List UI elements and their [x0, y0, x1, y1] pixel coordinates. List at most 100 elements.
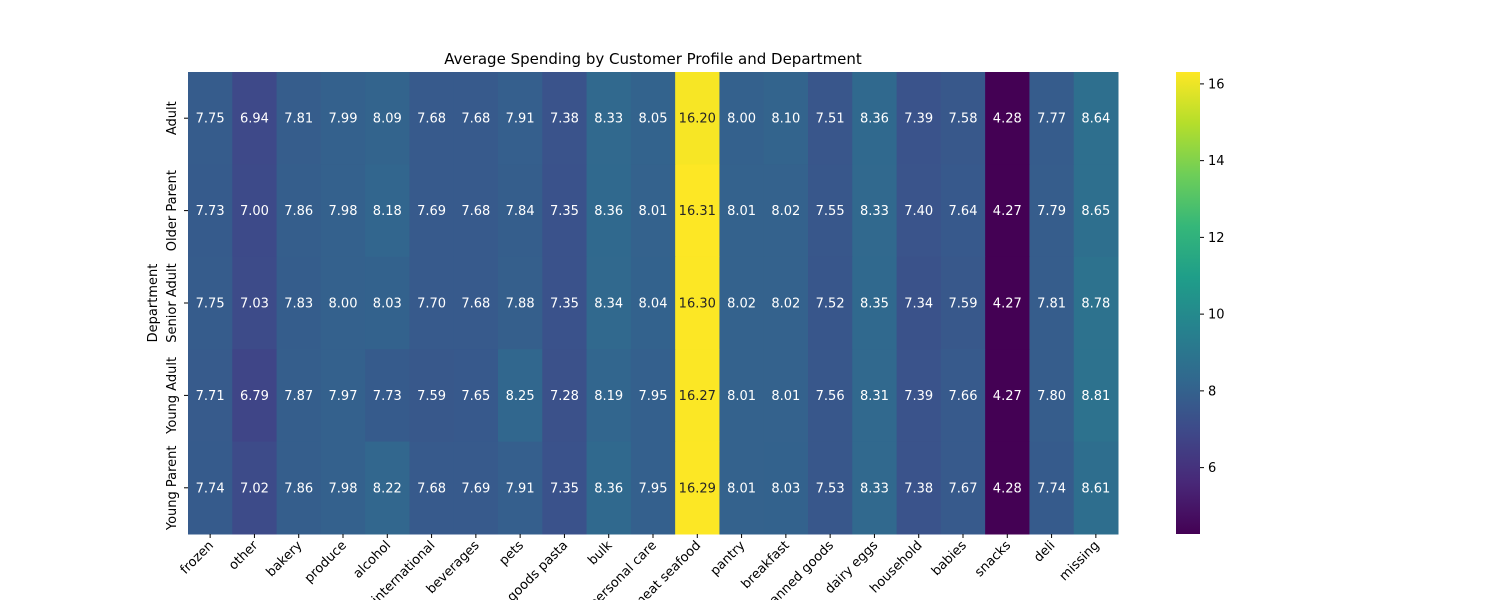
heatmap-cell	[675, 349, 720, 443]
cell-value-label: 7.67	[949, 481, 978, 496]
cell-value-label: 6.79	[240, 389, 269, 404]
heatmap-cell	[1029, 256, 1075, 350]
cell-value-label: 7.52	[816, 297, 845, 312]
heatmap-cell	[586, 349, 632, 443]
heatmap-cell	[409, 256, 455, 350]
heatmap-cell	[1073, 164, 1119, 258]
cell-value-label: 7.38	[904, 481, 933, 496]
cell-value-label: 7.53	[816, 481, 845, 496]
heatmap-cell	[985, 441, 1030, 535]
heatmap-cell	[719, 256, 765, 350]
heatmap-cell	[409, 441, 455, 535]
cell-value-label: 4.28	[993, 481, 1022, 496]
heatmap-cell	[763, 72, 809, 165]
heatmap-cell	[630, 164, 676, 258]
heatmap-cell	[276, 256, 322, 350]
cell-value-label: 7.83	[284, 297, 313, 312]
cell-value-label: 7.39	[904, 112, 933, 127]
cell-value-label: 8.65	[1081, 204, 1110, 219]
heatmap-cell	[719, 349, 765, 443]
x-tick-label: produce	[302, 538, 350, 586]
cell-value-label: 4.27	[993, 389, 1022, 404]
cell-value-label: 8.78	[1081, 297, 1110, 312]
cell-value-label: 7.86	[284, 204, 313, 219]
heatmap-cell	[409, 349, 455, 443]
cell-value-label: 16.29	[679, 481, 716, 496]
cell-value-label: 16.31	[679, 204, 716, 219]
heatmap-cell	[719, 441, 765, 535]
cell-value-label: 8.31	[860, 389, 889, 404]
cell-value-label: 7.68	[461, 112, 490, 127]
heatmap-cell	[320, 441, 366, 535]
cell-value-label: 7.98	[329, 481, 358, 496]
heatmap-cell	[542, 441, 588, 535]
colorbar-tick-label: 6	[1208, 461, 1216, 476]
cell-value-label: 8.03	[771, 481, 800, 496]
cell-value-label: 16.27	[679, 389, 716, 404]
cell-value-label: 7.51	[816, 112, 845, 127]
heatmap-cell	[232, 349, 278, 443]
chart-title: Average Spending by Customer Profile and…	[444, 50, 862, 68]
heatmap-cell	[940, 349, 986, 443]
heatmap-cell	[276, 349, 322, 443]
heatmap-cell	[896, 72, 942, 165]
cell-value-label: 7.64	[949, 204, 978, 219]
heatmap-cell	[188, 349, 233, 443]
x-tick-label: babies	[929, 538, 970, 579]
cell-value-label: 8.34	[594, 297, 623, 312]
cell-value-label: 8.04	[639, 297, 668, 312]
heatmap-cell	[542, 164, 588, 258]
cell-value-label: 8.18	[373, 204, 402, 219]
heatmap-cell	[232, 441, 278, 535]
cell-value-label: 8.01	[771, 389, 800, 404]
cell-value-label: 8.01	[727, 389, 756, 404]
heatmap-cell	[188, 441, 233, 535]
heatmap-cell	[896, 441, 942, 535]
cell-value-label: 7.74	[196, 481, 225, 496]
cell-value-label: 7.68	[461, 297, 490, 312]
cell-value-label: 7.38	[550, 112, 579, 127]
heatmap-cell	[896, 256, 942, 350]
heatmap-cell	[985, 164, 1030, 258]
y-tick-label: Senior Adult	[165, 263, 180, 342]
cell-value-label: 16.20	[679, 112, 716, 127]
cell-value-label: 7.59	[949, 297, 978, 312]
cell-value-label: 8.33	[594, 112, 623, 127]
cell-value-label: 7.66	[949, 389, 978, 404]
heatmap-cell	[365, 256, 410, 350]
cell-value-label: 7.73	[196, 204, 225, 219]
heatmap-cell	[940, 441, 986, 535]
cell-value-label: 7.86	[284, 481, 313, 496]
heatmap-cell	[320, 164, 366, 258]
heatmap-cell	[630, 72, 676, 165]
heatmap-cell	[763, 256, 809, 350]
cell-value-label: 7.75	[196, 297, 225, 312]
heatmap-cell	[586, 256, 632, 350]
heatmap-cell	[1029, 441, 1075, 535]
heatmap-cell	[365, 164, 410, 258]
heatmap-cell	[1029, 164, 1075, 258]
cell-value-label: 7.75	[196, 112, 225, 127]
x-tick-label: snacks	[972, 538, 1014, 580]
cell-value-label: 8.81	[1081, 389, 1110, 404]
heatmap-cell	[453, 72, 499, 165]
cell-value-label: 7.00	[240, 204, 269, 219]
cell-value-label: 7.80	[1037, 389, 1066, 404]
heatmap-cell	[763, 349, 809, 443]
heatmap-cell	[1073, 441, 1119, 535]
heatmap-cell	[1029, 72, 1075, 165]
heatmap-cell	[808, 256, 853, 350]
heatmap-cell	[852, 164, 898, 258]
cell-value-label: 8.22	[373, 481, 402, 496]
heatmap-cell	[1073, 256, 1119, 350]
heatmap-cell	[232, 72, 278, 165]
cell-value-label: 16.30	[679, 297, 716, 312]
heatmap-cell	[409, 72, 455, 165]
cell-value-label: 6.94	[240, 112, 269, 127]
heatmap-cell	[453, 441, 499, 535]
heatmap-cell	[852, 349, 898, 443]
cell-value-label: 7.70	[417, 297, 446, 312]
y-tick-label: Older Parent	[165, 170, 180, 251]
x-tick-label: deli	[1031, 538, 1058, 565]
